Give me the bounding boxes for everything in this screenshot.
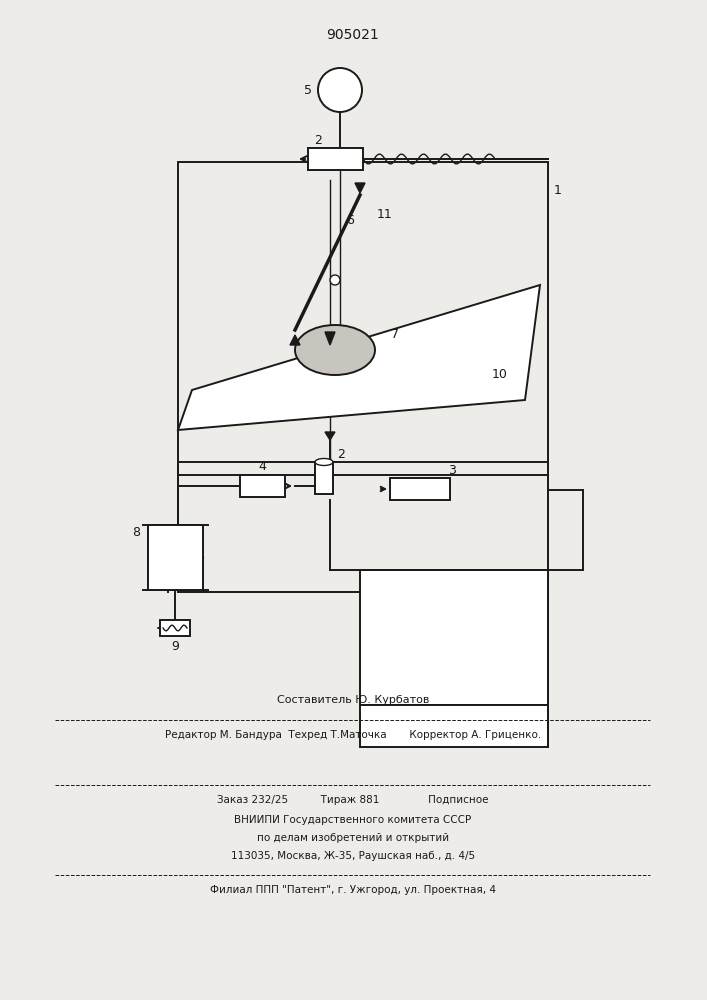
Circle shape bbox=[330, 275, 340, 285]
Text: Редактор М. Бандура  Техред Т.Маточка       Корректор А. Гриценко.: Редактор М. Бандура Техред Т.Маточка Кор… bbox=[165, 730, 541, 740]
Polygon shape bbox=[290, 335, 300, 345]
Ellipse shape bbox=[295, 325, 375, 375]
Polygon shape bbox=[325, 332, 335, 345]
Text: 5: 5 bbox=[304, 84, 312, 97]
Text: 2: 2 bbox=[337, 448, 345, 460]
Circle shape bbox=[318, 68, 362, 112]
Text: по делам изобретений и открытий: по делам изобретений и открытий bbox=[257, 833, 449, 843]
Text: 2: 2 bbox=[314, 133, 322, 146]
Bar bbox=[240, 475, 285, 497]
Bar bbox=[160, 620, 190, 636]
Text: 11: 11 bbox=[377, 209, 393, 222]
Text: 3: 3 bbox=[448, 464, 456, 477]
Text: Филиал ППП "Патент", г. Ужгород, ул. Проектная, 4: Филиал ППП "Патент", г. Ужгород, ул. Про… bbox=[210, 885, 496, 895]
Text: 4: 4 bbox=[258, 460, 266, 474]
Text: 8: 8 bbox=[132, 526, 140, 540]
Text: 10: 10 bbox=[492, 368, 508, 381]
Text: 905021: 905021 bbox=[327, 28, 380, 42]
Bar bbox=[390, 478, 450, 500]
Text: M: M bbox=[334, 83, 346, 97]
Text: 113035, Москва, Ж-35, Раушская наб., д. 4/5: 113035, Москва, Ж-35, Раушская наб., д. … bbox=[231, 851, 475, 861]
Text: ВНИИПИ Государственного комитета СССР: ВНИИПИ Государственного комитета СССР bbox=[235, 815, 472, 825]
Bar bbox=[148, 525, 203, 590]
Polygon shape bbox=[355, 183, 365, 193]
Polygon shape bbox=[325, 432, 335, 440]
Bar bbox=[315, 462, 333, 494]
Bar bbox=[308, 148, 363, 170]
Polygon shape bbox=[178, 285, 540, 430]
Text: 1: 1 bbox=[554, 184, 562, 196]
Ellipse shape bbox=[315, 458, 333, 466]
Bar bbox=[360, 570, 548, 705]
Text: Заказ 232/25          Тираж 881               Подписное: Заказ 232/25 Тираж 881 Подписное bbox=[217, 795, 489, 805]
Bar bbox=[360, 705, 548, 747]
Bar bbox=[178, 162, 548, 592]
Text: 7: 7 bbox=[391, 328, 399, 342]
Text: Составитель Ю. Курбатов: Составитель Ю. Курбатов bbox=[277, 695, 429, 705]
Text: 9: 9 bbox=[171, 640, 179, 652]
Text: 6: 6 bbox=[346, 214, 354, 227]
